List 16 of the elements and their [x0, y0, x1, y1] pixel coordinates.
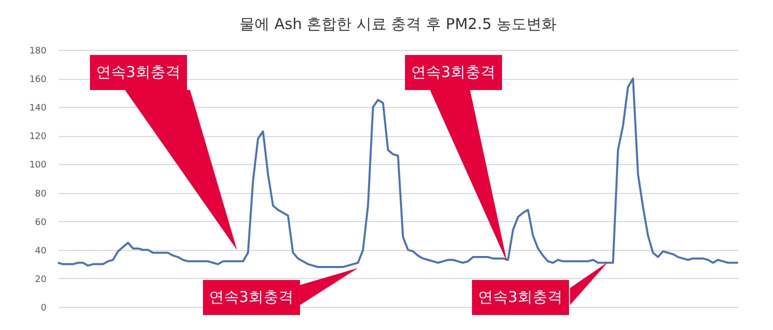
y-tick-label: 120	[29, 132, 47, 142]
y-tick-label: 140	[29, 104, 47, 114]
y-tick-label: 60	[35, 218, 47, 228]
y-tick-label: 160	[29, 75, 47, 86]
y-tick-label: 40	[35, 246, 47, 256]
y-tick-label: 80	[35, 189, 47, 200]
annotation: 연속3회충격	[405, 55, 502, 90]
y-tick-label: 100	[29, 160, 47, 171]
y-tick-label: 0	[40, 304, 47, 314]
chart-title: 물에 Ash 혼합한 시료 충격 후 PM2.5 농도변화	[240, 15, 556, 33]
annotation: 연속3회충격	[472, 280, 569, 315]
y-tick-label: 180	[29, 46, 47, 56]
y-tick-label: 20	[35, 274, 47, 285]
annotation: 연속3회충격	[90, 55, 187, 90]
line-series	[57, 78, 739, 268]
annotation: 연속3회충격	[203, 280, 300, 315]
